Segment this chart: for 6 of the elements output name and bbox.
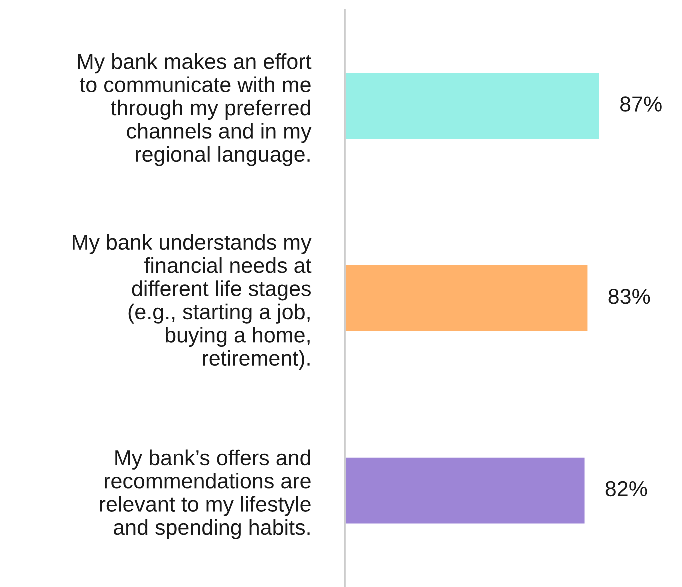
y-tick-label: My bank understands my financial needs at different life stages (e.g., starting a job, buying a home, retirement). bbox=[73, 234, 312, 370]
data-label: 83% bbox=[608, 289, 650, 304]
data-label: 87% bbox=[620, 96, 662, 112]
y-tick-label: My bank’s offers and recommendations are relevant to my lifestyle and spending habits. bbox=[100, 450, 311, 540]
y-tick-label: My bank makes an effort to communicate with me through my preferred channels and in my regional language. bbox=[78, 54, 312, 166]
data-label: 82% bbox=[606, 481, 648, 497]
